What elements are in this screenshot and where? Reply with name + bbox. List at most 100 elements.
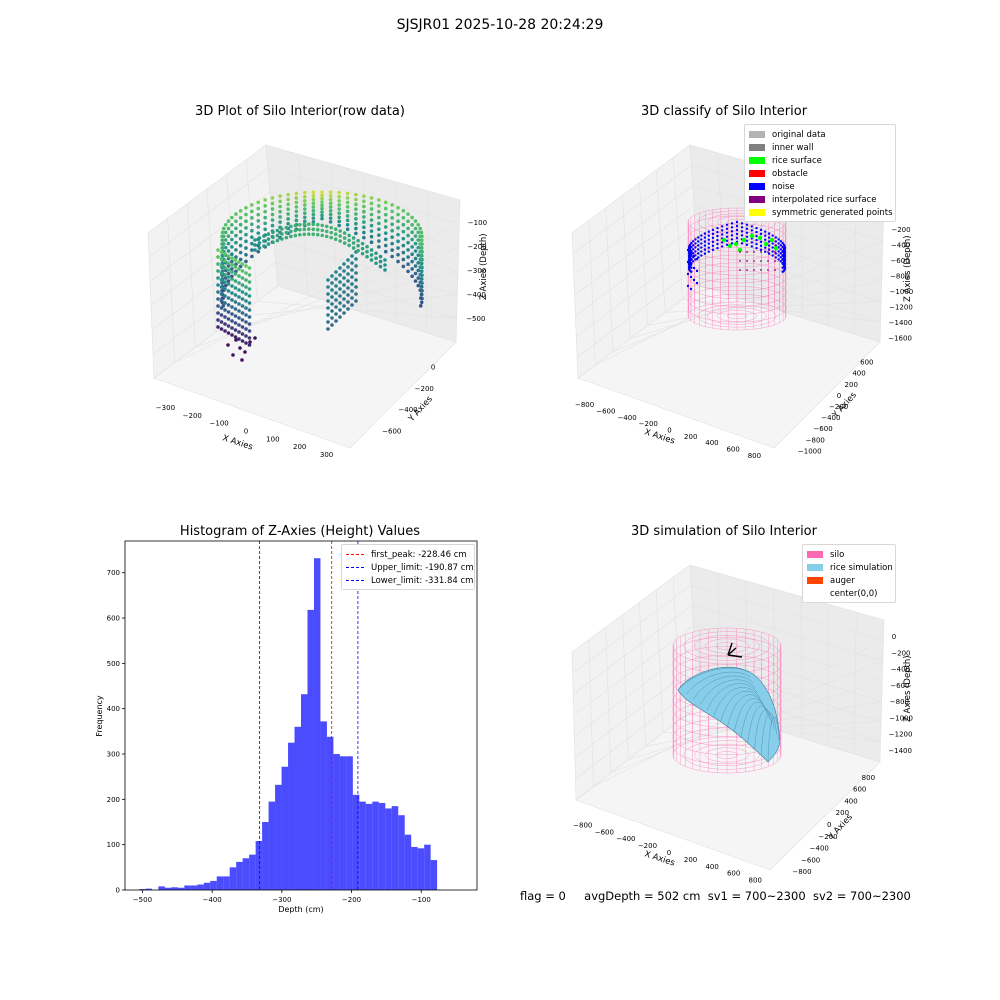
legend-entry: first_peak: -228.46 cm	[346, 548, 469, 561]
raw-point	[338, 273, 342, 277]
raw-point	[390, 228, 394, 233]
raw-point	[303, 211, 307, 215]
legend-label: first_peak: -228.46 cm	[371, 549, 467, 560]
interpolated-point	[767, 251, 769, 253]
silo-ring	[687, 239, 787, 268]
raw-point	[378, 264, 383, 269]
raw-point	[401, 264, 406, 269]
raw-point	[219, 299, 224, 303]
raw-point	[383, 243, 388, 248]
raw-point	[223, 259, 227, 263]
silo-ring	[687, 278, 787, 307]
raw-point	[253, 238, 257, 242]
axis-tick-label: −600	[890, 682, 909, 690]
raw-point	[270, 212, 275, 217]
noise-point	[730, 234, 734, 237]
grid-line	[800, 596, 803, 739]
raw-point	[369, 248, 374, 252]
histogram-bar	[333, 754, 340, 890]
histogram-bar	[145, 888, 152, 890]
histogram-bars	[138, 558, 438, 890]
histogram-chart: −500 −400 −300 −200 −100 0 100 200 300 400 500 600…	[95, 540, 478, 914]
raw-point	[320, 210, 324, 214]
axis-tick-label: 400	[844, 797, 857, 805]
silo-cap-ring	[705, 747, 749, 763]
noise-point	[755, 230, 758, 234]
silo-cap-ring	[727, 313, 748, 320]
axis-tick-label: 400	[852, 370, 865, 378]
silo-ring	[687, 262, 787, 292]
raw-point	[244, 299, 248, 303]
legend-swatch	[807, 590, 823, 597]
noise-point	[779, 244, 783, 247]
noise-point	[730, 226, 734, 229]
raw-point	[226, 219, 231, 223]
raw-point	[418, 296, 423, 300]
noise-point	[686, 260, 690, 264]
axis-tick-label: −800	[890, 273, 909, 281]
histogram-bar	[197, 884, 204, 890]
raw-point	[410, 267, 414, 271]
noise-point	[716, 246, 719, 250]
raw-point	[334, 270, 338, 274]
raw-point	[328, 194, 333, 198]
raw-point	[226, 241, 231, 246]
noise-point	[781, 250, 784, 253]
raw-point	[347, 243, 351, 248]
interpolated-point	[746, 251, 748, 253]
raw-point	[303, 194, 307, 199]
noise-point	[764, 246, 767, 249]
raw-point	[383, 206, 388, 211]
histogram-x-ticks: −500 −400 −300 −200 −100	[133, 890, 431, 904]
legend-swatch	[749, 131, 765, 138]
noise-point	[759, 248, 763, 252]
sv1-value: sv1 = 700~2300	[707, 889, 806, 903]
raw-point-cloud	[216, 190, 424, 362]
raw-point	[416, 253, 421, 258]
histogram-y-tick-label: 300	[107, 751, 120, 759]
raw-point	[247, 329, 252, 333]
raw-point	[262, 234, 266, 238]
legend-entry: rice simulation	[807, 561, 893, 574]
raw-point	[233, 279, 238, 283]
noise-point	[735, 220, 739, 224]
noise-point	[779, 256, 783, 259]
raw-point	[311, 201, 316, 206]
histogram-x-tick-label: −500	[133, 896, 152, 904]
raw-point	[250, 203, 254, 207]
raw-point	[311, 190, 316, 194]
grid-line	[215, 270, 459, 333]
noise-point	[703, 240, 707, 243]
raw-point	[240, 311, 245, 315]
raw-point	[275, 228, 280, 233]
raw-point	[383, 200, 388, 205]
noise-point	[767, 236, 771, 239]
raw-point	[244, 327, 248, 331]
raw-point	[234, 226, 238, 231]
grid-line	[682, 298, 881, 323]
raw-point	[219, 327, 224, 331]
raw-point	[347, 233, 351, 238]
raw-point	[311, 212, 316, 217]
legend-entry: rice surface	[749, 154, 890, 167]
axis-tick-label: −1400	[888, 747, 912, 755]
histogram-x-axis-label: Depth (cm)	[278, 905, 323, 914]
silo-ring	[672, 736, 782, 774]
histogram-bar	[262, 822, 269, 890]
raw-point	[413, 249, 418, 253]
raw-point	[328, 220, 333, 224]
noise-point	[688, 255, 692, 259]
raw-point	[338, 294, 342, 298]
noise-point	[711, 240, 715, 244]
raw-point	[337, 219, 341, 224]
noise-point	[735, 228, 739, 232]
raw-point	[244, 271, 248, 275]
noise-point	[695, 269, 699, 273]
axis-tick-label: 400	[705, 439, 718, 447]
raw-point	[240, 290, 245, 294]
raw-point	[230, 267, 234, 271]
grid-line	[152, 262, 277, 355]
footer-status: flag = 0 avgDepth = 502 cm sv1 = 700~230…	[520, 889, 911, 903]
axis-tick-label: −100	[210, 420, 229, 428]
axis-tick-label: −800	[792, 868, 811, 876]
